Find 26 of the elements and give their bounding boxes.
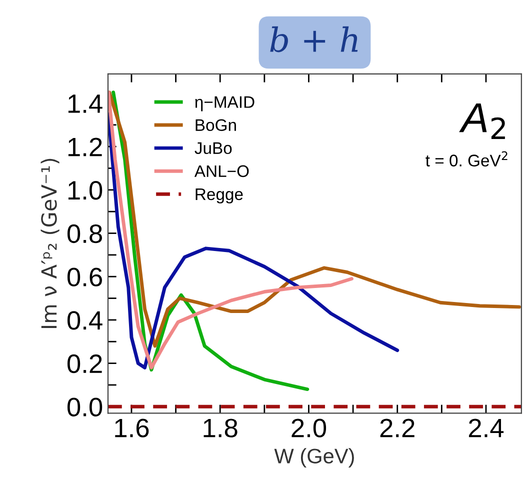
- legend-label: ANL−O: [194, 165, 249, 178]
- y-tick-label: 0.4: [67, 311, 102, 330]
- x-tick-label: 2.2: [380, 418, 414, 438]
- y-tick-label: 0.2: [67, 354, 102, 374]
- line-series: [108, 90, 354, 370]
- chart-title: b + h: [270, 26, 358, 52]
- x-axis-title: W (GeV): [274, 448, 354, 468]
- y-tick-label: 1.2: [68, 138, 102, 156]
- legend-label: JuBo: [194, 142, 232, 154]
- legend-label: η−MAID: [195, 96, 254, 112]
- annotation: t = 0. GeV$^{2}$: [426, 151, 508, 166]
- line-series: [108, 90, 521, 348]
- y-tick-label: 0.0: [67, 398, 102, 416]
- legend-label: BoGn: [196, 119, 236, 132]
- legend-label: Regge: [196, 188, 243, 204]
- y-axis-title: Im ν A′ᵖ₂ (GeV⁻¹): [40, 158, 60, 328]
- x-tick-label: 2.0: [292, 418, 326, 438]
- y-tick-label: 1.0: [68, 181, 102, 200]
- x-tick-label: 2.4: [468, 418, 504, 438]
- y-tick-label: 0.6: [67, 268, 102, 286]
- x-tick-label: 1.8: [204, 418, 238, 438]
- annotation: A$_{2}$: [459, 103, 505, 139]
- y-tick-label: 1.4: [68, 94, 102, 113]
- line-series: [108, 112, 400, 370]
- y-tick-label: 0.8: [67, 224, 102, 244]
- x-tick-label: 1.6: [115, 418, 149, 438]
